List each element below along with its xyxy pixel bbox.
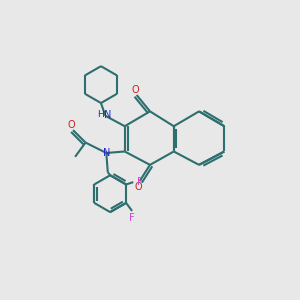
Text: F: F — [129, 213, 135, 223]
Text: O: O — [68, 120, 75, 130]
Text: H: H — [97, 110, 104, 119]
Text: F: F — [137, 177, 143, 187]
Text: N: N — [103, 148, 110, 158]
Text: O: O — [134, 182, 142, 192]
Text: O: O — [131, 85, 139, 95]
Text: N: N — [104, 110, 112, 120]
